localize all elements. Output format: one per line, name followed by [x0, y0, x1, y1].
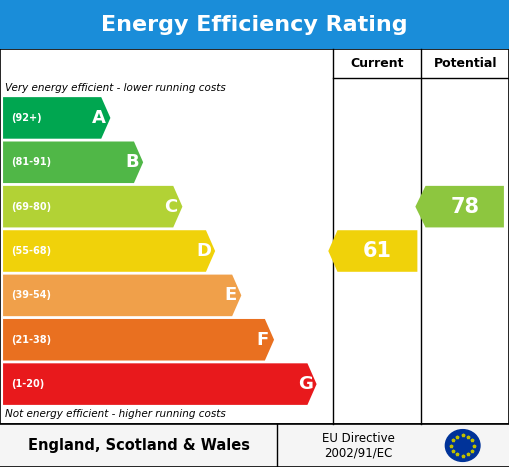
- Polygon shape: [3, 363, 317, 405]
- Text: (55-68): (55-68): [11, 246, 51, 256]
- Text: F: F: [257, 331, 269, 349]
- Text: E: E: [224, 286, 236, 304]
- Text: Very energy efficient - lower running costs: Very energy efficient - lower running co…: [5, 83, 226, 93]
- Text: (39-54): (39-54): [11, 290, 51, 300]
- Polygon shape: [3, 319, 274, 361]
- Polygon shape: [328, 230, 417, 272]
- Text: (21-38): (21-38): [11, 335, 51, 345]
- Text: (92+): (92+): [11, 113, 42, 123]
- Text: EU Directive
2002/91/EC: EU Directive 2002/91/EC: [322, 432, 395, 460]
- Text: Current: Current: [351, 57, 404, 70]
- Text: (81-91): (81-91): [11, 157, 51, 167]
- Polygon shape: [3, 275, 241, 316]
- Polygon shape: [415, 186, 504, 227]
- Text: G: G: [298, 375, 313, 393]
- Text: (1-20): (1-20): [11, 379, 44, 389]
- Text: (69-80): (69-80): [11, 202, 51, 212]
- Text: B: B: [125, 153, 139, 171]
- Bar: [0, 49, 509, 424]
- Text: C: C: [164, 198, 178, 216]
- Text: A: A: [92, 109, 106, 127]
- Text: 61: 61: [363, 241, 392, 261]
- Bar: [0, 0, 509, 49]
- Text: Energy Efficiency Rating: Energy Efficiency Rating: [101, 14, 408, 35]
- Text: Not energy efficient - higher running costs: Not energy efficient - higher running co…: [5, 409, 226, 419]
- Text: England, Scotland & Wales: England, Scotland & Wales: [27, 438, 250, 453]
- Circle shape: [445, 430, 480, 461]
- Text: Potential: Potential: [434, 57, 497, 70]
- Polygon shape: [3, 230, 215, 272]
- Polygon shape: [3, 97, 110, 139]
- Text: 78: 78: [450, 197, 479, 217]
- Bar: [0, 424, 509, 467]
- Polygon shape: [3, 142, 143, 183]
- Text: D: D: [196, 242, 211, 260]
- Polygon shape: [3, 186, 182, 227]
